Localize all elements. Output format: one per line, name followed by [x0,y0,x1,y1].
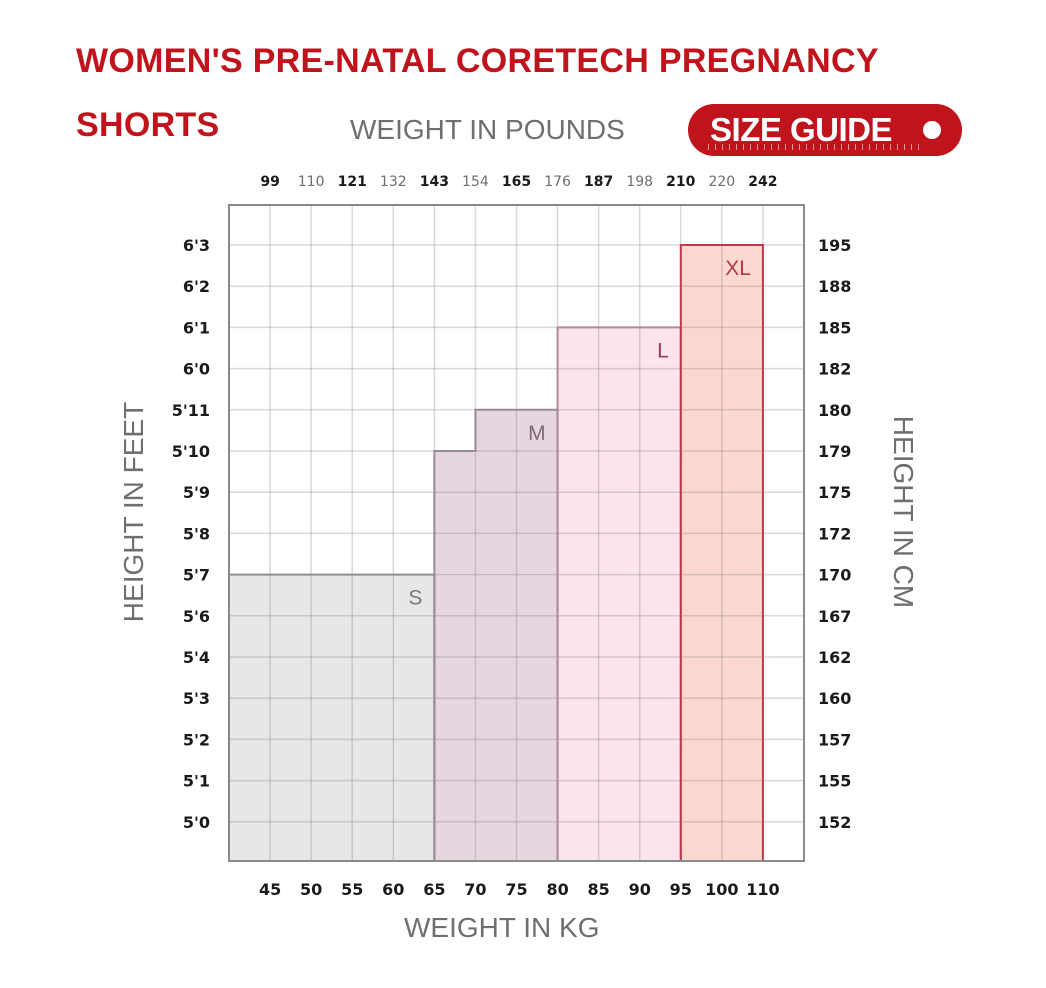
tick-label-cm: 160 [818,689,851,708]
right-axis-title: HEIGHT IN CM [888,415,919,609]
tick-label-cm: 172 [818,524,851,543]
tick-label-kg: 100 [705,880,738,899]
tick-label-feet: 6'0 [183,360,210,379]
tick-label-kg: 85 [588,880,610,899]
tick-label-cm: 185 [818,318,851,337]
tick-label-pounds: 187 [584,174,613,190]
tick-label-cm: 182 [818,360,851,379]
dot-icon [923,121,941,139]
size-region-xl [680,245,763,861]
tick-label-cm: 155 [818,772,851,791]
tick-label-kg: 80 [546,880,568,899]
size-label-s: S [408,587,422,610]
ruler-icon [708,144,922,150]
tick-label-kg: 55 [341,880,363,899]
tick-label-feet: 5'10 [172,442,210,461]
tick-label-cm: 170 [818,566,851,585]
tick-label-cm: 180 [818,401,851,420]
tick-label-feet: 5'3 [183,689,210,708]
tick-label-pounds: 154 [462,174,489,190]
tick-label-cm: 195 [818,236,851,255]
size-guide-badge: SIZE GUIDE [688,104,962,156]
tick-label-kg: 60 [382,880,404,899]
tick-label-feet: 5'8 [183,524,210,543]
size-region-m [434,409,558,861]
tick-label-kg: 75 [505,880,527,899]
tick-label-cm: 179 [818,442,851,461]
tick-label-cm: 157 [818,730,851,749]
tick-label-pounds: 176 [544,174,571,190]
tick-label-feet: 5'4 [183,648,210,667]
size-label-l: L [657,339,669,362]
left-axis-title: HEIGHT IN FEET [118,401,149,623]
tick-label-cm: 167 [818,607,851,626]
tick-label-pounds: 220 [708,174,735,190]
tick-label-kg: 70 [464,880,486,899]
size-region-s [229,574,435,861]
tick-label-feet: 5'11 [172,401,210,420]
tick-label-feet: 5'7 [183,566,210,585]
tick-label-pounds: 242 [748,174,777,190]
size-label-m: M [528,422,546,445]
tick-label-feet: 5'0 [183,813,210,832]
tick-label-kg: 65 [423,880,445,899]
bottom-axis-title: WEIGHT IN KG [404,912,600,943]
chart-title-line-1: WOMEN'S PRE-NATAL CORETECH PREGNANCY [76,42,879,80]
tick-label-kg: 90 [629,880,651,899]
tick-label-pounds: 143 [420,174,449,190]
tick-label-pounds: 110 [298,174,325,190]
tick-label-pounds: 132 [380,174,407,190]
tick-label-cm: 175 [818,483,851,502]
tick-label-cm: 152 [818,813,851,832]
tick-label-kg: 95 [670,880,692,899]
tick-label-pounds: 198 [626,174,653,190]
size-guide-label: SIZE GUIDE [710,111,893,148]
tick-label-feet: 5'9 [183,483,210,502]
tick-label-cm: 162 [818,648,851,667]
tick-label-kg: 50 [300,880,322,899]
size-region-l [557,327,681,861]
tick-label-feet: 5'2 [183,730,210,749]
tick-label-feet: 5'1 [183,772,210,791]
tick-label-feet: 5'6 [183,607,210,626]
size-label-xl: XL [725,257,751,280]
tick-label-kg: 45 [259,880,281,899]
tick-label-feet: 6'1 [183,318,210,337]
tick-label-cm: 188 [818,277,851,296]
size-outline-xl [679,244,764,861]
chart-title-line-2: SHORTS [76,106,220,144]
tick-label-pounds: 210 [666,174,695,190]
tick-label-pounds: 165 [502,174,531,190]
tick-label-feet: 6'3 [183,236,210,255]
plot-frame [228,204,805,862]
tick-label-pounds: 99 [260,174,279,190]
top-axis-title: WEIGHT IN POUNDS [350,114,625,145]
tick-label-pounds: 121 [338,174,367,190]
tick-label-kg: 110 [746,880,779,899]
tick-label-feet: 6'2 [183,277,210,296]
